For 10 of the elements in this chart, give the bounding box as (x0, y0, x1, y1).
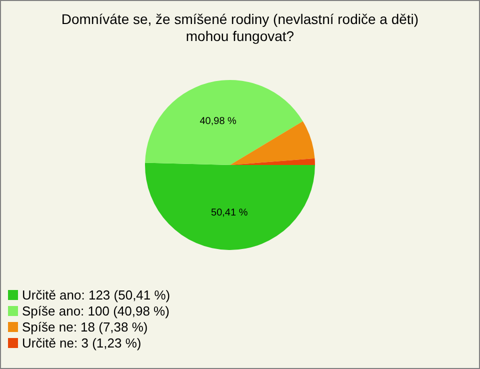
pie-slice (145, 80, 303, 165)
legend-label: Určitě ano: 123 (50,41 %) (22, 288, 170, 302)
chart-title: Domníváte se, že smíšené rodiny (nevlastní rodiče a děti) mohou fungovat? (61, 11, 419, 44)
legend-label: Určitě ne: 3 (1,23 %) (22, 336, 142, 350)
pie-slice (230, 158, 315, 165)
legend-label: Spíše ano: 100 (40,98 %) (22, 304, 170, 318)
legend-label: Spíše ne: 18 (7,38 %) (22, 320, 148, 334)
pie-slice (145, 162, 315, 250)
data-label: 50,41 % (211, 208, 248, 219)
data-label: 40,98 % (200, 116, 237, 127)
